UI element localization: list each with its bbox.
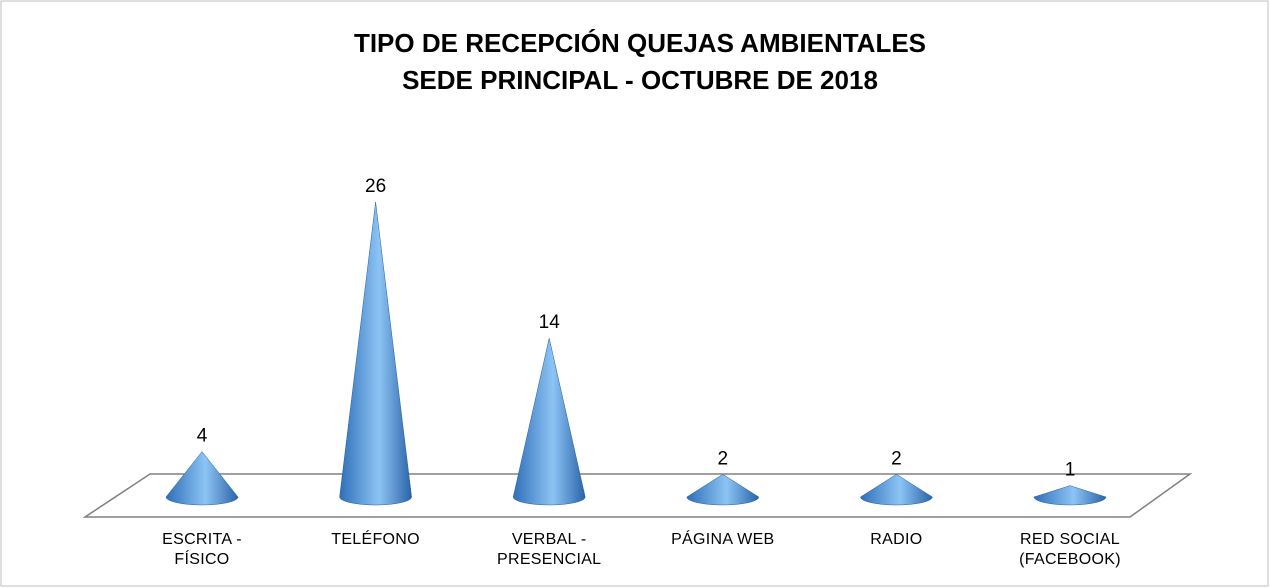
chart-subtitle: SEDE PRINCIPAL - OCTUBRE DE 2018 (402, 65, 878, 95)
value-label: 2 (718, 448, 729, 469)
cone (165, 451, 239, 506)
category-label: ESCRITA - FÍSICO (162, 531, 242, 568)
value-label: 1 (1065, 460, 1076, 481)
category-label: TELÉFONO (331, 531, 420, 548)
category-label: RED SOCIAL (FACEBOOK) (1019, 531, 1121, 568)
category-label: PÁGINA WEB (671, 531, 775, 548)
cone (686, 474, 760, 506)
cone (1033, 485, 1107, 506)
floor (82, 473, 1193, 518)
value-label: 26 (365, 176, 386, 197)
cone (512, 338, 586, 506)
chart-title: TIPO DE RECEPCIÓN QUEJAS AMBIENTALES (354, 28, 926, 58)
value-label: 14 (539, 312, 561, 333)
category-label: RADIO (870, 531, 923, 548)
category-label: VERBAL - PRESENCIAL (497, 531, 602, 568)
value-label: 4 (197, 426, 208, 447)
cone (860, 474, 933, 506)
value-label: 2 (891, 448, 902, 469)
cone (339, 201, 412, 506)
